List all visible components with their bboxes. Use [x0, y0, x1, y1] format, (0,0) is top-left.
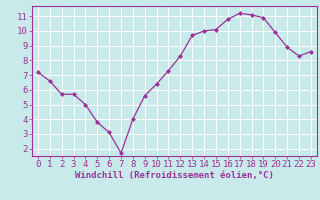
- X-axis label: Windchill (Refroidissement éolien,°C): Windchill (Refroidissement éolien,°C): [75, 171, 274, 180]
